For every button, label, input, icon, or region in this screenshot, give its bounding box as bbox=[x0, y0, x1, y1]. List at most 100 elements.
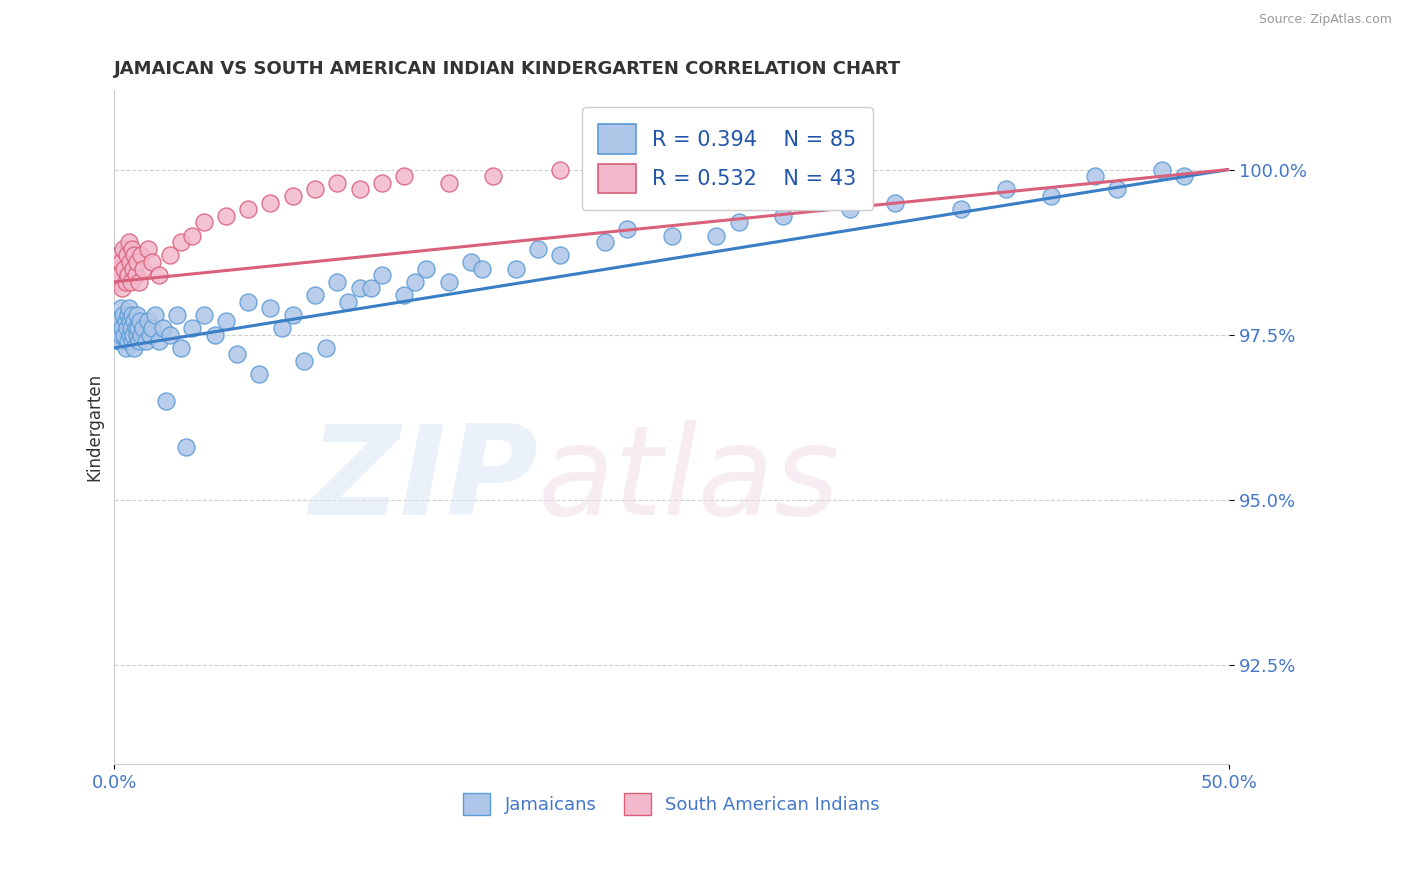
Point bbox=[349, 281, 371, 295]
Point bbox=[143, 308, 166, 322]
Point bbox=[114, 261, 136, 276]
Point bbox=[193, 308, 215, 322]
Point bbox=[122, 327, 145, 342]
Point bbox=[141, 321, 163, 335]
Point bbox=[181, 228, 204, 243]
Point bbox=[110, 255, 132, 269]
Point bbox=[349, 182, 371, 196]
Point bbox=[124, 268, 146, 282]
Point bbox=[118, 301, 141, 315]
Point bbox=[371, 176, 394, 190]
Point bbox=[548, 162, 571, 177]
Point bbox=[114, 275, 136, 289]
Point bbox=[360, 281, 382, 295]
Point bbox=[215, 209, 238, 223]
Point bbox=[315, 341, 337, 355]
Point bbox=[115, 321, 138, 335]
Point bbox=[148, 268, 170, 282]
Point bbox=[995, 182, 1018, 196]
Point bbox=[548, 248, 571, 262]
Point bbox=[392, 169, 415, 183]
Point bbox=[108, 268, 131, 282]
Point bbox=[661, 169, 683, 183]
Point bbox=[236, 294, 259, 309]
Point bbox=[326, 275, 349, 289]
Point bbox=[114, 341, 136, 355]
Point bbox=[1039, 189, 1062, 203]
Point bbox=[117, 334, 139, 349]
Point bbox=[121, 242, 143, 256]
Point bbox=[110, 327, 132, 342]
Point bbox=[247, 368, 270, 382]
Point bbox=[129, 327, 152, 342]
Point bbox=[108, 248, 131, 262]
Point bbox=[772, 209, 794, 223]
Point bbox=[437, 176, 460, 190]
Point bbox=[193, 215, 215, 229]
Point bbox=[107, 275, 129, 289]
Point bbox=[304, 182, 326, 196]
Point bbox=[616, 222, 638, 236]
Point bbox=[950, 202, 973, 216]
Point bbox=[105, 327, 128, 342]
Point bbox=[772, 162, 794, 177]
Point bbox=[281, 189, 304, 203]
Point bbox=[704, 228, 727, 243]
Point bbox=[505, 261, 527, 276]
Point bbox=[125, 308, 148, 322]
Point bbox=[174, 440, 197, 454]
Text: atlas: atlas bbox=[538, 420, 839, 541]
Point bbox=[437, 275, 460, 289]
Point bbox=[181, 321, 204, 335]
Point bbox=[118, 327, 141, 342]
Point bbox=[111, 321, 134, 335]
Point bbox=[124, 314, 146, 328]
Point bbox=[124, 321, 146, 335]
Text: Source: ZipAtlas.com: Source: ZipAtlas.com bbox=[1258, 13, 1392, 27]
Point bbox=[292, 354, 315, 368]
Point bbox=[148, 334, 170, 349]
Point bbox=[593, 235, 616, 249]
Point bbox=[215, 314, 238, 328]
Point bbox=[105, 261, 128, 276]
Point bbox=[170, 341, 193, 355]
Point bbox=[155, 393, 177, 408]
Point bbox=[392, 288, 415, 302]
Text: ZIP: ZIP bbox=[309, 420, 538, 541]
Point bbox=[112, 242, 135, 256]
Point bbox=[839, 202, 862, 216]
Point bbox=[204, 327, 226, 342]
Point bbox=[482, 169, 505, 183]
Point bbox=[883, 195, 905, 210]
Point bbox=[127, 321, 149, 335]
Point bbox=[132, 261, 155, 276]
Point bbox=[326, 176, 349, 190]
Point bbox=[170, 235, 193, 249]
Point bbox=[1084, 169, 1107, 183]
Point bbox=[112, 308, 135, 322]
Point bbox=[132, 321, 155, 335]
Point bbox=[117, 268, 139, 282]
Point bbox=[121, 308, 143, 322]
Point bbox=[152, 321, 174, 335]
Point bbox=[661, 228, 683, 243]
Point bbox=[108, 314, 131, 328]
Point bbox=[129, 314, 152, 328]
Point bbox=[120, 321, 142, 335]
Point bbox=[136, 314, 159, 328]
Point bbox=[727, 215, 749, 229]
Point bbox=[270, 321, 292, 335]
Y-axis label: Kindergarten: Kindergarten bbox=[86, 373, 103, 481]
Point bbox=[139, 327, 162, 342]
Point bbox=[114, 327, 136, 342]
Point bbox=[281, 308, 304, 322]
Point bbox=[118, 255, 141, 269]
Point bbox=[337, 294, 360, 309]
Point bbox=[125, 255, 148, 269]
Point bbox=[159, 248, 181, 262]
Point bbox=[124, 248, 146, 262]
Point bbox=[136, 242, 159, 256]
Point bbox=[141, 255, 163, 269]
Point bbox=[110, 301, 132, 315]
Point bbox=[128, 275, 150, 289]
